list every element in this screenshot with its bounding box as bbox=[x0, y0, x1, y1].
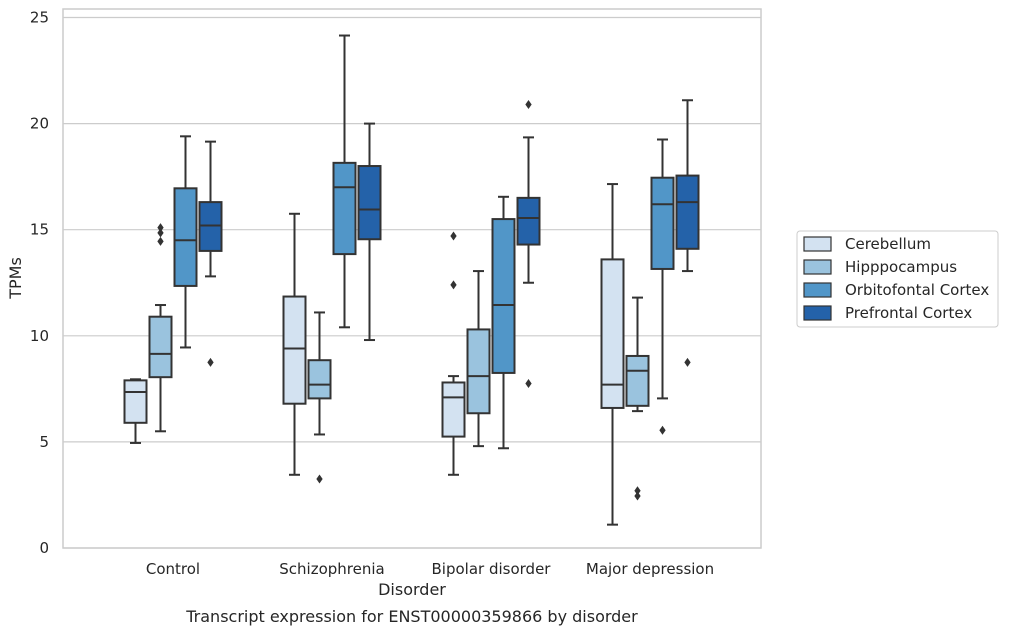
chart-caption: Transcript expression for ENST0000035986… bbox=[185, 607, 638, 626]
outlier-point bbox=[316, 474, 323, 484]
plot-frame bbox=[62, 8, 762, 549]
y-tick-label-15: 15 bbox=[30, 221, 49, 239]
box-groups bbox=[123, 34, 700, 526]
box-0-2 bbox=[441, 231, 466, 476]
box-body bbox=[650, 176, 675, 270]
box-1-0 bbox=[148, 223, 173, 433]
y-tick-label-20: 20 bbox=[30, 115, 49, 133]
x-tick-label-0: Control bbox=[146, 560, 200, 578]
box-1-3 bbox=[625, 296, 650, 501]
box-3-3 bbox=[675, 99, 700, 367]
outlier-point bbox=[157, 236, 164, 246]
legend-label-2: Orbitofontal Cortex bbox=[845, 281, 989, 299]
legend-label-0: Cerebellum bbox=[845, 235, 931, 253]
box-body bbox=[307, 359, 332, 400]
x-axis-label: Disorder bbox=[378, 580, 446, 599]
outlier-point bbox=[684, 357, 691, 367]
legend-frame bbox=[796, 230, 999, 328]
box-body bbox=[516, 196, 541, 246]
box-body bbox=[357, 165, 382, 241]
plot-area bbox=[63, 9, 761, 548]
legend-swatch-0 bbox=[803, 236, 832, 252]
box-3-1 bbox=[357, 122, 382, 342]
box-1-1 bbox=[307, 311, 332, 484]
outlier-point bbox=[450, 231, 457, 241]
box-body bbox=[332, 161, 357, 256]
box-body bbox=[148, 315, 173, 379]
outlier-point bbox=[525, 99, 532, 109]
box-0-0 bbox=[123, 378, 148, 444]
box-2-0 bbox=[173, 135, 198, 349]
x-tick-labels: Control Schizophrenia Bipolar disorder Majo… bbox=[146, 560, 714, 578]
x-tick-label-3: Major depression bbox=[586, 560, 714, 578]
outlier-point bbox=[659, 425, 666, 435]
box-2-2 bbox=[491, 195, 516, 450]
box-0-1 bbox=[282, 212, 307, 476]
box-2-3 bbox=[650, 138, 675, 435]
box-body bbox=[491, 218, 516, 374]
y-axis-label: TPMs bbox=[6, 257, 25, 300]
legend-swatch-3 bbox=[803, 305, 832, 321]
y-tick-labels: 0 5 10 15 20 25 bbox=[30, 8, 49, 557]
outlier-point bbox=[157, 223, 164, 233]
outlier-point bbox=[634, 491, 641, 501]
box-body bbox=[600, 258, 625, 409]
legend-swatch-1 bbox=[803, 259, 832, 275]
box-body bbox=[441, 381, 466, 438]
box-body bbox=[123, 379, 148, 424]
y-tick-label-5: 5 bbox=[39, 433, 49, 451]
legend-label-3: Prefrontal Cortex bbox=[845, 304, 972, 322]
box-body bbox=[466, 328, 491, 415]
box-body bbox=[675, 174, 700, 250]
box-2-1 bbox=[332, 34, 357, 329]
outlier-point bbox=[634, 486, 641, 496]
outlier-point bbox=[207, 357, 214, 367]
box-body bbox=[173, 187, 198, 287]
legend-label-1: Hipppocampus bbox=[845, 258, 957, 276]
box-3-0 bbox=[198, 140, 223, 367]
x-tick-label-1: Schizophrenia bbox=[279, 560, 384, 578]
box-3-2 bbox=[516, 99, 541, 389]
outlier-point bbox=[157, 228, 164, 238]
outlier-point bbox=[450, 280, 457, 290]
box-body bbox=[625, 354, 650, 407]
outlier-point bbox=[525, 379, 532, 389]
box-1-2 bbox=[466, 270, 491, 448]
legend: Cerebellum Hipppocampus Orbitofontal Corte… bbox=[796, 230, 999, 328]
y-tick-label-25: 25 bbox=[30, 8, 49, 26]
y-tick-label-0: 0 bbox=[39, 539, 49, 557]
box-body bbox=[282, 295, 307, 405]
box-body bbox=[198, 201, 223, 252]
x-tick-label-2: Bipolar disorder bbox=[432, 560, 552, 578]
box-0-3 bbox=[600, 183, 625, 526]
legend-swatch-2 bbox=[803, 282, 832, 298]
y-tick-label-10: 10 bbox=[30, 327, 49, 345]
